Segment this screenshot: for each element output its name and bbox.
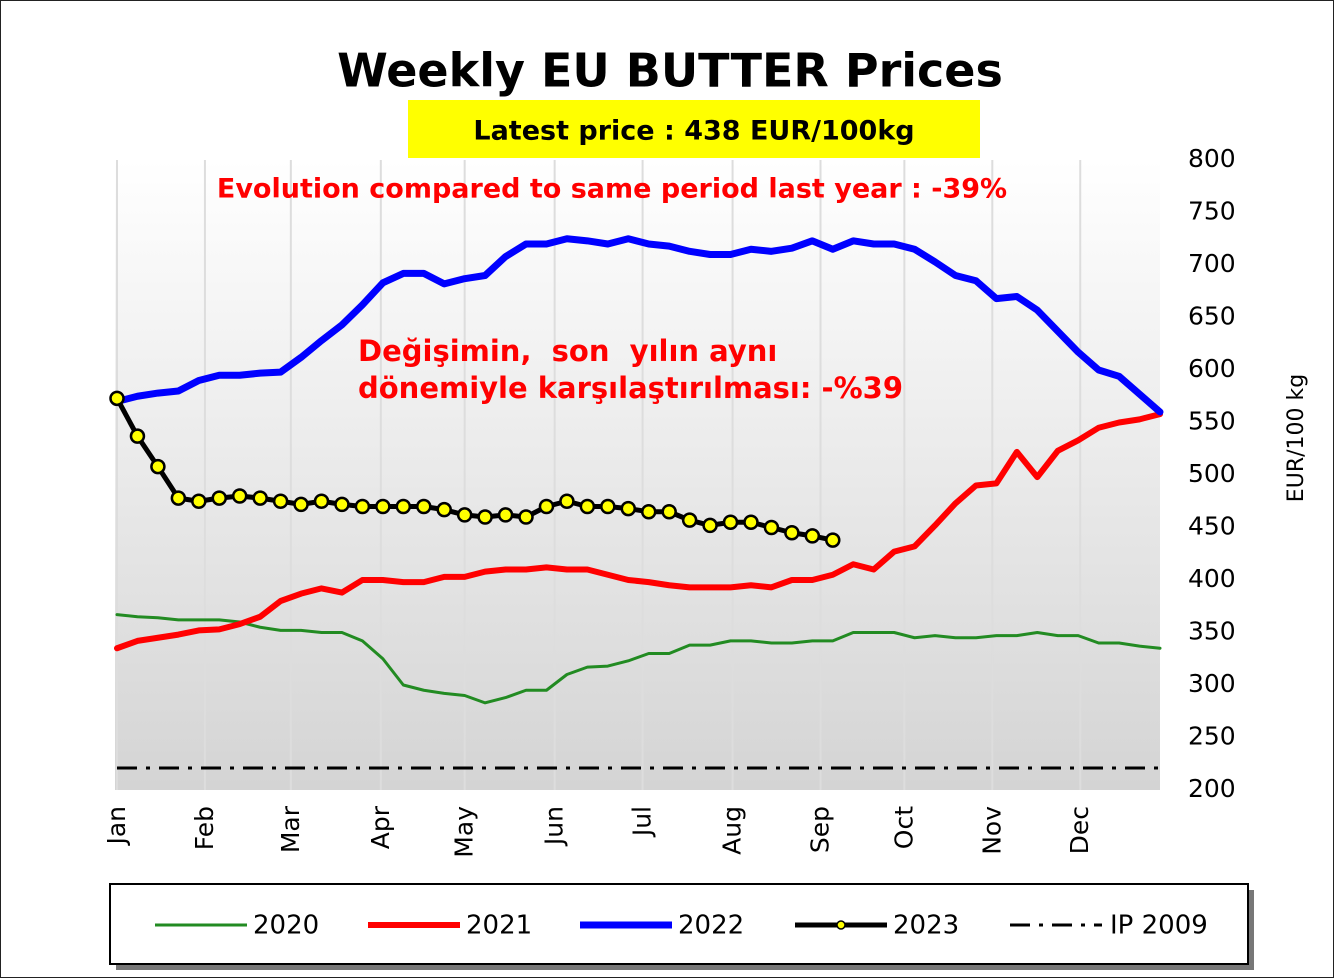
marker [334, 496, 350, 513]
marker [579, 498, 596, 515]
marker [272, 493, 289, 509]
marker [763, 519, 780, 536]
marker [109, 390, 125, 407]
legend-label: 2021 [466, 911, 532, 941]
marker [784, 525, 800, 541]
series-line [113, 235, 1164, 416]
x-tick-label: Jul [628, 806, 657, 838]
subtitle: Latest price : 438 EUR/100kg [473, 116, 914, 147]
y-tick-label: 600 [1188, 354, 1236, 383]
legend-marker [836, 920, 846, 930]
marker [354, 498, 371, 515]
marker [681, 512, 698, 528]
y-tick-label: 250 [1188, 722, 1236, 751]
legend-label: 2020 [253, 911, 319, 941]
marker [416, 498, 432, 515]
marker [743, 514, 759, 530]
marker [252, 490, 268, 506]
x-tick-label: Oct [889, 806, 918, 849]
marker [293, 496, 309, 513]
y-tick-label: 400 [1188, 564, 1236, 593]
marker [150, 458, 166, 475]
chart-title: Weekly EU BUTTER Prices [337, 44, 1003, 98]
y-tick-label: 750 [1188, 197, 1236, 226]
y-tick-label: 650 [1188, 302, 1236, 331]
x-tick-label: Jan [102, 806, 131, 847]
marker [395, 498, 412, 515]
marker [436, 501, 452, 518]
marker [804, 528, 821, 544]
x-tick-label: May [450, 806, 479, 858]
marker [620, 500, 637, 517]
x-tick-label: Mar [276, 805, 305, 853]
x-tick-label: Nov [977, 806, 1006, 855]
annotation: dönemiyle karşılaştırılması: -%39 [358, 371, 903, 405]
marker [313, 493, 330, 509]
plot-area [115, 160, 1160, 790]
y-tick-label: 200 [1188, 774, 1236, 803]
y-axis-label: EUR/100 kg [1284, 374, 1309, 502]
x-tick-label: Apr [366, 805, 395, 849]
y-tick-label: 300 [1188, 669, 1236, 698]
marker [456, 507, 473, 523]
marker [661, 504, 677, 520]
y-tick-label: 800 [1188, 144, 1236, 173]
legend-label: 2023 [893, 911, 959, 941]
annotation: Değişimin, son yılın aynı [358, 334, 777, 368]
marker [559, 493, 575, 509]
marker [170, 490, 187, 506]
marker [538, 498, 555, 515]
marker [477, 509, 493, 525]
marker [129, 428, 146, 444]
y-tick-label: 500 [1188, 459, 1236, 488]
legend [109, 883, 1249, 965]
x-tick-label: Jun [540, 806, 569, 847]
marker [518, 509, 534, 525]
annotation: Evolution compared to same period last y… [217, 174, 1007, 205]
marker [722, 514, 739, 530]
y-tick-label: 700 [1188, 249, 1236, 278]
marker [600, 498, 616, 515]
legend-label: IP 2009 [1110, 911, 1208, 941]
y-tick-label: 450 [1188, 512, 1236, 541]
marker [497, 507, 514, 523]
x-tick-label: Dec [1065, 806, 1094, 854]
marker [825, 532, 841, 548]
legend-label: 2022 [678, 911, 744, 941]
x-tick-label: Feb [190, 806, 219, 850]
series-line [114, 411, 1163, 652]
marker [191, 493, 207, 509]
y-tick-label: 550 [1188, 407, 1236, 436]
marker [375, 498, 391, 515]
x-tick-label: Aug [718, 806, 747, 855]
marker [231, 488, 248, 504]
y-tick-label: 350 [1188, 617, 1236, 646]
subtitle-box [408, 100, 980, 158]
marker [211, 490, 228, 506]
series-line [115, 613, 1162, 705]
marker [640, 504, 657, 520]
marker [702, 517, 718, 534]
x-tick-label: Sep [806, 806, 835, 853]
